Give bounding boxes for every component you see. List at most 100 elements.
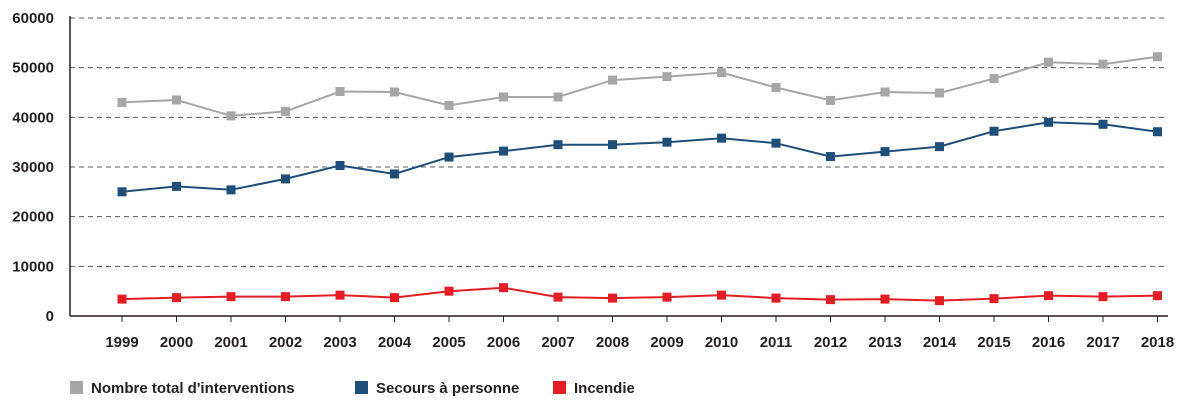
data-point (444, 152, 454, 162)
data-point (226, 111, 236, 121)
data-point (1044, 57, 1053, 67)
data-point (662, 137, 672, 147)
series-line (121, 55, 1158, 117)
data-point (499, 92, 508, 102)
x-tick-label: 2005 (432, 334, 465, 351)
data-point (172, 293, 181, 303)
legend-label: Incendie (574, 380, 635, 397)
data-point (335, 290, 345, 300)
data-point (608, 75, 617, 85)
data-point (117, 97, 127, 107)
legend-item: Secours à personne (355, 380, 519, 397)
data-point (717, 290, 726, 300)
legend-item: Nombre total d'interventions (70, 380, 295, 397)
data-point (935, 88, 944, 98)
data-point (771, 293, 781, 303)
data-point (880, 294, 890, 304)
data-point (390, 87, 399, 97)
y-tick-label: 50000 (12, 60, 54, 77)
data-point (172, 95, 181, 105)
y-tick-label: 60000 (12, 10, 54, 27)
data-point (608, 293, 617, 303)
x-tick-label: 2012 (814, 334, 847, 351)
series-line (121, 286, 1158, 302)
x-tick-label: 2008 (596, 334, 629, 351)
series-group (117, 52, 1162, 306)
data-point (989, 126, 999, 136)
legend-label: Secours à personne (376, 380, 519, 397)
data-point (662, 72, 672, 82)
data-point (880, 87, 890, 97)
grid-lines (70, 17, 1168, 267)
data-point (826, 295, 835, 305)
data-point (826, 95, 835, 105)
data-point (1044, 291, 1053, 301)
x-tick-label: 2002 (269, 334, 302, 351)
data-point (226, 292, 236, 302)
series-0 (117, 52, 1162, 121)
axes (69, 16, 1168, 317)
x-tick-label: 2006 (487, 334, 520, 351)
data-point (1153, 291, 1162, 301)
data-point (771, 138, 781, 148)
legend-swatch (553, 381, 566, 394)
legend-swatch (70, 381, 83, 394)
x-tick-label: 2004 (378, 334, 412, 351)
data-point (826, 152, 835, 162)
y-tick-label: 20000 (12, 209, 54, 226)
data-point (281, 174, 290, 184)
data-point (935, 142, 944, 152)
data-point (553, 92, 563, 102)
data-point (226, 185, 236, 195)
data-point (880, 147, 890, 157)
x-tick-label: 2009 (650, 334, 683, 351)
x-tick-label: 1999 (105, 334, 138, 351)
data-point (281, 106, 290, 116)
data-point (117, 187, 127, 197)
data-point (1098, 292, 1108, 302)
y-tick-label: 40000 (12, 109, 54, 126)
data-point (935, 296, 944, 306)
y-tick-label: 0 (46, 308, 54, 325)
data-point (1153, 127, 1162, 137)
data-point (553, 292, 563, 302)
data-point (444, 100, 454, 110)
x-tick-label: 2007 (541, 334, 574, 351)
y-axis-ticks: 0 10000 20000 30000 40000 50000 60000 (12, 10, 54, 325)
x-tick-label: 2003 (323, 334, 356, 351)
data-point (1044, 117, 1053, 127)
legend-item: Incendie (553, 380, 635, 397)
legend: Nombre total d'interventions Secours à pe… (70, 380, 635, 397)
x-tick-label: 2014 (923, 334, 957, 351)
data-point (335, 161, 345, 171)
x-tick-label: 2015 (977, 334, 1010, 351)
data-point (662, 292, 672, 302)
x-tick-label: 2016 (1032, 334, 1065, 351)
y-tick-label: 30000 (12, 159, 54, 176)
data-point (444, 286, 454, 296)
data-point (281, 292, 290, 302)
data-point (390, 293, 399, 303)
data-point (335, 87, 345, 97)
data-point (608, 140, 617, 150)
data-point (553, 140, 563, 150)
data-point (717, 133, 726, 143)
series-line (121, 121, 1158, 193)
data-point (989, 74, 999, 84)
data-point (1098, 59, 1108, 69)
x-tick-label: 2017 (1086, 334, 1119, 351)
data-point (390, 169, 399, 179)
x-tick-label: 2010 (705, 334, 738, 351)
data-point (117, 294, 127, 304)
data-point (1098, 119, 1108, 129)
data-point (989, 294, 999, 304)
x-tick-label: 2000 (160, 334, 193, 351)
x-tick-label: 2011 (760, 334, 793, 351)
series-1 (117, 117, 1162, 197)
data-point (499, 283, 508, 293)
series-2 (117, 283, 1162, 306)
x-tick-label: 2001 (214, 334, 247, 351)
x-tick-label: 2018 (1141, 334, 1174, 351)
data-point (717, 68, 726, 78)
